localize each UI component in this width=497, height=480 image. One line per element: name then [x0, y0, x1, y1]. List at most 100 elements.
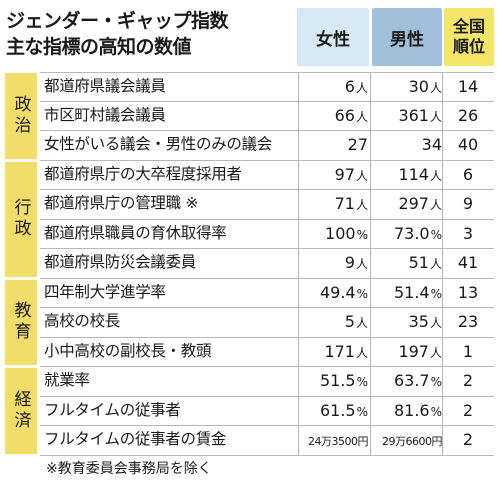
female-value-unit: 人 — [355, 109, 368, 124]
male-value: 361人 — [372, 102, 442, 129]
female-value: 6人 — [300, 73, 368, 100]
male-value-number: 35 — [408, 312, 429, 331]
female-value-unit: 人 — [355, 198, 368, 212]
male-value-number: 51 — [408, 253, 429, 272]
male-value-number: 34 — [421, 135, 442, 154]
table-row: フルタイムの従事者 61.5% 81.6% 2 — [40, 397, 494, 426]
male-value: 35人 — [372, 308, 442, 335]
female-value-number: 5 — [344, 312, 355, 331]
male-value-number: 73.0 — [393, 223, 430, 243]
indicator-label: フルタイムの従事者の賃金 — [44, 430, 227, 448]
female-value-unit: 人 — [355, 257, 368, 271]
female-value-number: 66 — [334, 105, 355, 125]
rank-value: 9 — [462, 194, 474, 213]
female-value: 171人 — [300, 338, 368, 365]
table-row: 小中高校の副校長・教頭 171人 197人 1 — [40, 338, 494, 367]
female-value-unit: % — [356, 286, 368, 301]
male-value-unit: % — [430, 227, 442, 242]
male-value-number: 361 — [398, 105, 429, 125]
female-value: 97人 — [300, 161, 368, 188]
male-value-number: 297 — [398, 194, 429, 213]
rank-value: 23 — [457, 312, 479, 331]
male-value: 73.0% — [372, 220, 442, 247]
male-value-number: 197 — [398, 341, 429, 361]
male-value-number: 63.7 — [393, 371, 430, 390]
female-value-unit: % — [356, 227, 368, 242]
title-line-2: 主な指標の高知の数値 — [6, 36, 192, 58]
rank-value: 6 — [462, 164, 474, 184]
female-value: 51.5% — [300, 367, 368, 394]
category-2: 教育 — [5, 279, 37, 365]
female-value-number: 51.5 — [319, 371, 356, 390]
female-value-number: 171 — [324, 341, 355, 361]
male-value-number: 81.6 — [393, 400, 430, 420]
footnote: ※教育委員会事務局を除く — [46, 461, 212, 477]
female-value: 27 — [300, 131, 368, 158]
female-value: 49.4% — [300, 279, 368, 306]
male-value: 81.6% — [372, 397, 442, 424]
female-value-unit: % — [356, 404, 368, 419]
female-value: 5人 — [300, 308, 368, 335]
female-value-number: 61.5 — [319, 400, 356, 420]
male-value: 51人 — [372, 249, 442, 276]
rank-value: 26 — [457, 105, 479, 125]
male-column-header: 男性 — [372, 8, 442, 66]
indicator-label: 都道府県防災会議委員 — [44, 253, 197, 271]
rank-value: 2 — [462, 400, 474, 420]
male-value: 30人 — [372, 73, 442, 100]
male-value: 197人 — [372, 338, 442, 365]
table-row: 市区町村議会議員 66人 361人 26 — [40, 102, 494, 131]
male-value-unit: 人 — [429, 316, 442, 330]
male-value-number: 30 — [408, 77, 429, 96]
column-divider — [370, 72, 371, 456]
female-value: 61.5% — [300, 397, 368, 424]
male-value: 63.7% — [372, 367, 442, 394]
table-row: 就業率 51.5% 63.7% 2 — [40, 367, 494, 397]
column-divider — [298, 72, 299, 456]
indicator-label: 都道府県庁の管理職 ※ — [44, 194, 199, 212]
category-label: 教育 — [10, 301, 31, 344]
female-value-unit: 人 — [355, 345, 368, 360]
male-value-number: 114 — [398, 164, 429, 184]
rank-value: 13 — [457, 282, 479, 302]
male-value-unit: % — [430, 375, 442, 389]
female-value-number: 27 — [347, 135, 368, 154]
indicator-label: 女性がいる議会・男性のみの議会 — [44, 135, 273, 153]
indicator-label: 市区町村議会議員 — [44, 105, 166, 124]
indicator-label: フルタイムの従事者 — [44, 400, 181, 419]
category-0: 政治 — [5, 73, 37, 159]
category-label: 政治 — [10, 94, 31, 137]
indicator-label: 四年制大学進学率 — [44, 282, 166, 301]
category-3: 経済 — [5, 368, 37, 454]
indicator-label: 就業率 — [44, 371, 90, 389]
rank-value: 2 — [462, 430, 474, 449]
female-value-number: 71 — [334, 194, 355, 213]
male-value: 29万6600円 — [372, 426, 443, 453]
indicator-label: 高校の校長 — [44, 312, 121, 330]
rank-header-line-2: 順位 — [452, 37, 485, 56]
title-line-1: ジェンダー・ギャップ指数 — [6, 10, 229, 32]
indicator-label: 小中高校の副校長・教頭 — [44, 341, 212, 360]
category-label: 経済 — [10, 389, 31, 432]
table-row: 都道府県防災会議委員 9人 51人 41 — [40, 249, 494, 279]
male-value-unit: 人 — [429, 257, 442, 271]
female-value-unit: 人 — [355, 168, 368, 183]
female-value: 66人 — [300, 102, 368, 129]
category-label: 行政 — [10, 198, 31, 240]
rank-value: 2 — [462, 371, 474, 390]
male-value: 34 — [372, 131, 442, 158]
female-value: 71人 — [300, 190, 368, 217]
female-value: 24万3500円 — [300, 426, 369, 453]
female-value-number: 6 — [344, 77, 355, 96]
column-divider — [442, 72, 443, 456]
female-value-number: 97 — [334, 164, 355, 184]
rank-value: 40 — [457, 135, 479, 154]
table-row: 四年制大学進学率 49.4% 51.4% 13 — [40, 279, 494, 308]
male-value-number: 51.4 — [393, 282, 430, 302]
table-row: 女性がいる議会・男性のみの議会 27 34 40 — [40, 131, 494, 161]
table-row: フルタイムの従事者の賃金 24万3500円 29万6600円 2 — [40, 426, 494, 456]
rank-value: 3 — [462, 223, 474, 243]
male-value-unit: 人 — [429, 198, 442, 212]
rank-value: 41 — [457, 253, 479, 272]
table-row: 都道府県議会議員 6人 30人 14 — [40, 72, 494, 102]
